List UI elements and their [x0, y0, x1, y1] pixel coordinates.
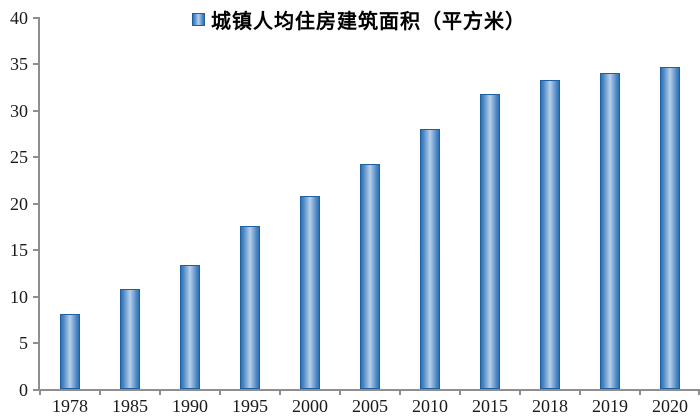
x-axis-tick — [579, 390, 581, 395]
bar-2020 — [660, 66, 680, 390]
bar-2010 — [420, 129, 440, 390]
x-axis-line — [33, 388, 700, 391]
y-axis-label: 0 — [19, 379, 28, 400]
y-axis-label: 15 — [10, 240, 28, 260]
x-axis-tick — [459, 390, 461, 395]
y-axis-label: 5 — [19, 333, 28, 353]
x-axis-label: 1995 — [232, 395, 268, 416]
bar-2019 — [600, 73, 620, 390]
x-axis-label: 2019 — [592, 395, 628, 416]
x-axis-tick — [339, 390, 341, 395]
x-axis-tick — [159, 390, 161, 395]
bar-1978 — [60, 314, 80, 390]
y-axis-line — [38, 16, 40, 390]
bar-2005 — [360, 163, 380, 390]
bar-2000 — [300, 196, 320, 390]
chart-legend: 城镇人均住房建筑面积（平方米） — [9, 5, 700, 34]
bar-2015 — [480, 93, 500, 390]
y-axis-tick — [33, 249, 40, 251]
x-axis-label: 2010 — [412, 395, 448, 416]
y-axis-tick — [33, 63, 40, 65]
x-axis-label: 2018 — [532, 395, 568, 416]
x-axis-label: 1978 — [52, 395, 88, 416]
x-axis-label: 2020 — [652, 395, 688, 416]
x-axis-tick — [39, 390, 41, 395]
y-axis-label: 30 — [10, 100, 28, 121]
y-axis-tick — [33, 342, 40, 344]
y-axis-label: 25 — [10, 147, 28, 167]
y-axis-tick — [33, 156, 40, 158]
x-axis-label: 2015 — [472, 395, 508, 416]
y-axis-tick — [33, 295, 40, 298]
bar-2018 — [540, 79, 560, 390]
x-axis-tick — [639, 390, 641, 395]
x-axis-tick — [399, 390, 401, 395]
y-axis-label: 10 — [10, 286, 28, 307]
x-axis-tick — [279, 390, 281, 395]
bar-1990 — [180, 264, 200, 390]
legend-marker-icon — [192, 13, 205, 26]
y-axis-tick — [33, 109, 40, 112]
y-axis-tick — [33, 16, 40, 19]
y-axis-label: 40 — [10, 7, 28, 28]
x-axis-tick — [99, 390, 101, 395]
bar-1995 — [240, 225, 260, 390]
bar-1985 — [120, 289, 140, 390]
x-axis-label: 2005 — [352, 395, 388, 416]
y-axis-label: 20 — [10, 193, 28, 214]
legend-label: 城镇人均住房建筑面积（平方米） — [211, 11, 526, 33]
x-axis-tick — [698, 390, 700, 395]
x-axis-tick — [519, 390, 521, 395]
y-axis-label: 35 — [10, 54, 28, 74]
x-axis-label: 1985 — [112, 395, 148, 416]
x-axis-tick — [219, 390, 221, 395]
x-axis-label: 2000 — [292, 395, 328, 416]
y-axis-tick — [33, 202, 40, 205]
x-axis-label: 1990 — [172, 395, 208, 416]
